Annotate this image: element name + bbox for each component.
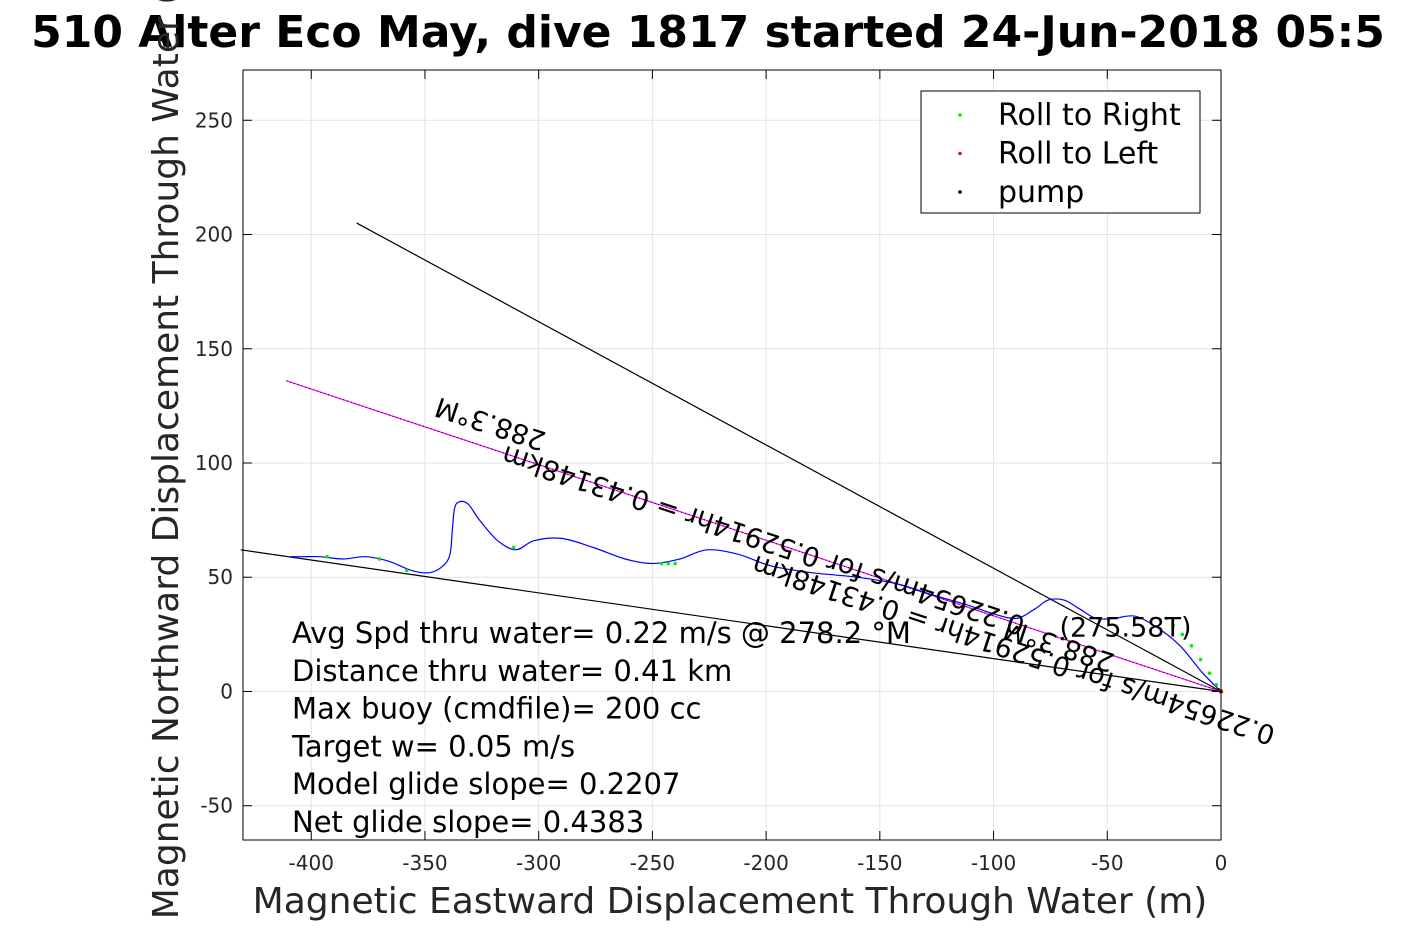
legend-marker — [958, 113, 962, 117]
x-tick-label: -400 — [289, 851, 334, 875]
y-tick-label: 50 — [208, 565, 233, 589]
line-label: (275.58T) — [1059, 613, 1191, 644]
legend-label: pump — [998, 175, 1084, 210]
roll-right-point — [673, 561, 677, 566]
legend-marker — [958, 151, 962, 156]
y-axis-label: Magnetic Northward Displacement Through … — [146, 0, 187, 919]
pump-point — [1217, 687, 1220, 691]
x-tick-label: -150 — [857, 851, 902, 875]
roll-right-point — [511, 545, 516, 550]
roll-right-point — [659, 561, 664, 566]
annotation-text: Max buoy (cmdfile)= 200 cc — [292, 692, 701, 726]
y-tick-label: 100 — [195, 451, 233, 475]
annotation-text: Model glide slope= 0.2207 — [292, 767, 680, 801]
ticks: -400 -350 -300 -250 -200 -150 -100 -50 0 -50 0 50 10… — [195, 70, 1228, 875]
roll-right-point — [1171, 623, 1176, 628]
roll-right-point — [377, 557, 382, 561]
y-tick-label: 150 — [195, 337, 233, 361]
annotation-text: Avg Spd thru water= 0.22 m/s @ 278.2 °M — [292, 616, 911, 650]
reference-line — [356, 222, 1222, 693]
x-tick-label: -50 — [1091, 851, 1124, 875]
x-tick-label: -350 — [402, 851, 447, 875]
x-tick-label: -200 — [743, 851, 788, 875]
x-tick-label: -100 — [971, 851, 1016, 875]
legend-marker — [958, 190, 962, 194]
plot-series — [240, 222, 1224, 694]
roll-right-point — [1214, 682, 1219, 687]
legend-box — [920, 90, 1201, 214]
roll-right-point — [666, 561, 671, 566]
roll-right-point — [404, 568, 409, 573]
y-tick-label: 200 — [195, 223, 233, 247]
glider-track — [290, 500, 1222, 692]
roll-right-point — [1207, 671, 1212, 676]
annotation-text: Target w= 0.05 m/s — [291, 729, 575, 763]
legend-label: Roll to Right — [998, 98, 1181, 133]
legend-label: Roll to Left — [998, 137, 1158, 172]
annotations: Avg Spd thru water= 0.22 m/s @ 278.2 °M D… — [291, 616, 911, 839]
roll-right-point — [325, 554, 329, 559]
y-tick-label: -50 — [200, 794, 233, 818]
reference-line — [240, 549, 1222, 693]
roll-right-point — [1198, 657, 1203, 662]
roll-right-point — [1189, 643, 1194, 648]
axes-box — [242, 69, 1222, 841]
annotation-text: Net glide slope= 0.4383 — [292, 805, 644, 839]
y-tick-label: 0 — [220, 679, 233, 703]
roll-right-point — [1180, 632, 1185, 637]
annotation-text: Distance thru water= 0.41 km — [292, 654, 732, 688]
x-tick-label: -300 — [516, 851, 561, 875]
x-axis-label: Magnetic Eastward Displacement Through W… — [253, 881, 1208, 922]
roll-right-point — [1164, 616, 1169, 621]
chart-title: 510 Alter Eco May, dive 1817 started 24-… — [31, 7, 1385, 58]
x-tick-label: 0 — [1215, 851, 1228, 875]
net-displacement-dots — [286, 380, 1222, 692]
x-tick-label: -250 — [630, 851, 675, 875]
y-tick-label: 250 — [195, 108, 233, 132]
